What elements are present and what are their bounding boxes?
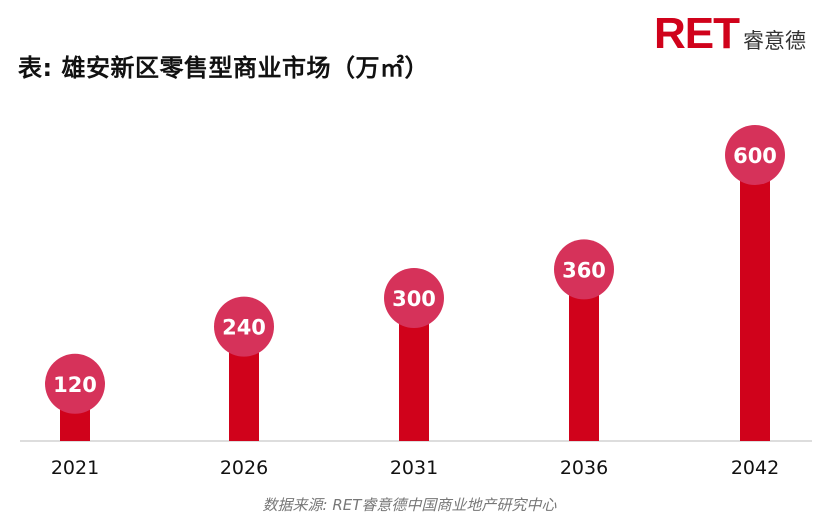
data-label: 120 (53, 373, 97, 397)
data-label: 240 (222, 316, 266, 340)
data-label: 300 (392, 287, 436, 311)
chart-title: 表: 雄安新区零售型商业市场（万㎡） (18, 54, 429, 82)
x-tick-label: 2042 (731, 457, 779, 479)
x-tick-label: 2026 (220, 457, 268, 479)
x-tick-label: 2021 (51, 457, 99, 479)
logo-text: 睿意德 (743, 29, 806, 53)
bar (740, 155, 770, 441)
value-bubble (45, 353, 105, 414)
x-tick-label: 2036 (560, 457, 608, 479)
data-label: 360 (562, 258, 606, 282)
value-bubble (554, 239, 614, 300)
ret-logo: RET 睿意德 (654, 12, 806, 56)
value-bubble (725, 125, 785, 185)
logo-mark: RET (654, 9, 740, 58)
data-source: 数据来源: RET睿意德中国商业地产研究中心 (262, 496, 557, 514)
value-bubble (384, 268, 444, 328)
x-tick-label: 2031 (390, 457, 438, 479)
value-bubble (214, 296, 274, 357)
data-label: 600 (733, 144, 777, 168)
